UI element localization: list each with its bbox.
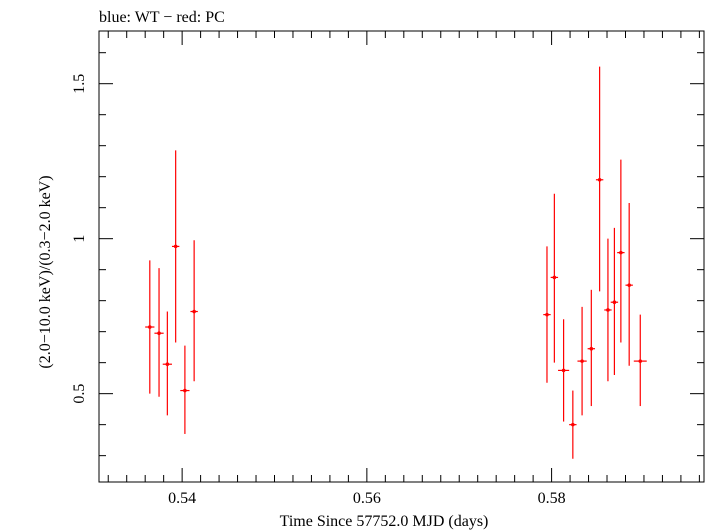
point-marker: [157, 331, 161, 336]
data-point: [604, 238, 612, 382]
point-marker: [571, 422, 575, 427]
point-marker: [165, 362, 170, 367]
plot-frame: [98, 30, 705, 483]
data-point: [180, 345, 190, 434]
y-axis-label: (2.0−10.0 keV)/(0.3−2.0 keV): [37, 175, 54, 368]
y-axis: 0.5 1 1.5: [71, 52, 704, 457]
data-point: [587, 289, 596, 407]
data-point: [154, 268, 164, 397]
data-point: [633, 314, 647, 407]
data-point: [617, 159, 625, 343]
point-marker: [580, 359, 584, 363]
point-marker: [606, 308, 610, 312]
data-point: [558, 319, 570, 422]
data-point: [162, 311, 172, 416]
point-marker: [597, 177, 602, 182]
y-tick-label: 1.5: [71, 74, 88, 94]
point-marker: [183, 388, 187, 393]
point-marker: [561, 368, 566, 373]
chart-title: blue: WT − red: PC: [99, 9, 225, 26]
point-marker: [589, 346, 594, 351]
x-tick-label: 0.56: [353, 490, 381, 507]
point-marker: [148, 325, 152, 329]
data-point: [595, 66, 604, 292]
data-point: [543, 246, 551, 383]
x-axis: 0.54 0.56 0.58: [107, 31, 700, 507]
point-marker: [612, 300, 617, 305]
data-series: [145, 66, 647, 459]
x-axis-label: Time Since 57752.0 MJD (days): [280, 513, 489, 530]
point-marker: [638, 359, 643, 363]
data-point: [171, 150, 180, 343]
y-tick-label: 0.5: [71, 384, 88, 404]
data-point: [569, 390, 577, 459]
data-point: [145, 260, 155, 394]
y-tick-label: 1: [71, 235, 88, 243]
point-marker: [552, 275, 557, 280]
point-marker: [173, 244, 178, 249]
point-marker: [545, 312, 549, 317]
data-point: [550, 193, 559, 363]
point-marker: [619, 250, 623, 255]
data-point: [625, 203, 633, 366]
data-point: [610, 227, 619, 376]
x-tick-label: 0.54: [168, 490, 196, 507]
point-marker: [627, 283, 631, 287]
data-point: [190, 240, 198, 382]
data-point: [577, 306, 587, 416]
point-marker: [192, 309, 196, 314]
x-tick-label: 0.58: [538, 490, 566, 507]
